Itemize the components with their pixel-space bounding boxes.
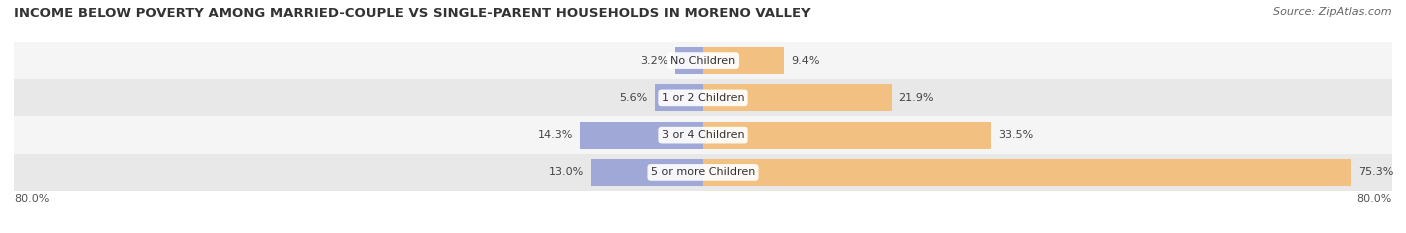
Bar (703, 122, 991, 149)
Text: 80.0%: 80.0% (14, 194, 49, 204)
Text: 21.9%: 21.9% (898, 93, 934, 103)
Text: INCOME BELOW POVERTY AMONG MARRIED-COUPLE VS SINGLE-PARENT HOUSEHOLDS IN MORENO : INCOME BELOW POVERTY AMONG MARRIED-COUPL… (14, 7, 811, 20)
Text: 14.3%: 14.3% (537, 130, 574, 140)
Bar (591, 159, 703, 186)
Text: 33.5%: 33.5% (998, 130, 1033, 140)
Text: No Children: No Children (671, 56, 735, 65)
Text: 3.2%: 3.2% (640, 56, 669, 65)
Bar (703, 84, 891, 111)
Text: 5.6%: 5.6% (620, 93, 648, 103)
Bar (579, 122, 703, 149)
Text: Source: ZipAtlas.com: Source: ZipAtlas.com (1274, 7, 1392, 17)
Text: 9.4%: 9.4% (790, 56, 820, 65)
Bar (14, 42, 1392, 79)
Text: 3 or 4 Children: 3 or 4 Children (662, 130, 744, 140)
Bar (14, 79, 1392, 116)
Text: 5 or more Children: 5 or more Children (651, 168, 755, 177)
Bar (14, 154, 1392, 191)
Bar (703, 47, 785, 74)
Bar (655, 84, 703, 111)
Text: 13.0%: 13.0% (548, 168, 583, 177)
Bar (675, 47, 703, 74)
Text: 1 or 2 Children: 1 or 2 Children (662, 93, 744, 103)
Text: 75.3%: 75.3% (1358, 168, 1393, 177)
Bar (14, 116, 1392, 154)
Bar (703, 159, 1351, 186)
Text: 80.0%: 80.0% (1357, 194, 1392, 204)
